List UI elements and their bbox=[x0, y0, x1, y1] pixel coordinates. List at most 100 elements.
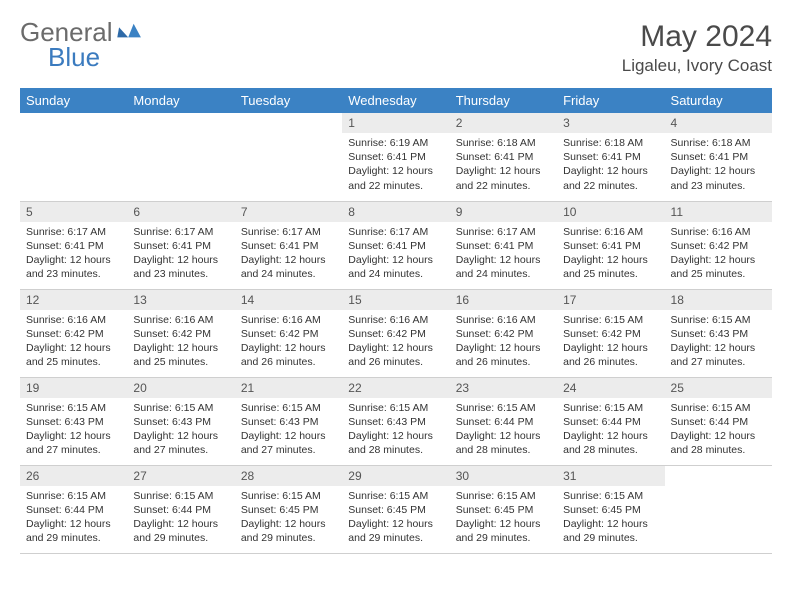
day-body: Sunrise: 6:18 AMSunset: 6:41 PMDaylight:… bbox=[665, 133, 772, 198]
sunrise-text: Sunrise: 6:18 AM bbox=[456, 136, 551, 150]
daylight-text: Daylight: 12 hours and 27 minutes. bbox=[26, 429, 121, 457]
day-number: 29 bbox=[342, 466, 449, 486]
calendar-day-cell bbox=[235, 113, 342, 201]
day-body: Sunrise: 6:15 AMSunset: 6:43 PMDaylight:… bbox=[665, 310, 772, 375]
day-number: 15 bbox=[342, 290, 449, 310]
sunset-text: Sunset: 6:41 PM bbox=[671, 150, 766, 164]
calendar-week-row: 26Sunrise: 6:15 AMSunset: 6:44 PMDayligh… bbox=[20, 465, 772, 553]
day-body: Sunrise: 6:19 AMSunset: 6:41 PMDaylight:… bbox=[342, 133, 449, 198]
sunrise-text: Sunrise: 6:15 AM bbox=[671, 401, 766, 415]
daylight-text: Daylight: 12 hours and 28 minutes. bbox=[456, 429, 551, 457]
sunrise-text: Sunrise: 6:15 AM bbox=[133, 401, 228, 415]
weekday-header-row: Sunday Monday Tuesday Wednesday Thursday… bbox=[20, 88, 772, 113]
sunrise-text: Sunrise: 6:18 AM bbox=[563, 136, 658, 150]
day-body: Sunrise: 6:15 AMSunset: 6:45 PMDaylight:… bbox=[557, 486, 664, 551]
sunset-text: Sunset: 6:44 PM bbox=[563, 415, 658, 429]
day-number: 5 bbox=[20, 202, 127, 222]
sunset-text: Sunset: 6:42 PM bbox=[133, 327, 228, 341]
month-title: May 2024 bbox=[622, 20, 772, 54]
sunrise-text: Sunrise: 6:16 AM bbox=[26, 313, 121, 327]
day-number: 1 bbox=[342, 113, 449, 133]
daylight-text: Daylight: 12 hours and 26 minutes. bbox=[563, 341, 658, 369]
sunset-text: Sunset: 6:41 PM bbox=[241, 239, 336, 253]
sunrise-text: Sunrise: 6:18 AM bbox=[671, 136, 766, 150]
daylight-text: Daylight: 12 hours and 22 minutes. bbox=[563, 164, 658, 192]
day-number: 23 bbox=[450, 378, 557, 398]
day-body: Sunrise: 6:16 AMSunset: 6:41 PMDaylight:… bbox=[557, 222, 664, 287]
calendar-week-row: 12Sunrise: 6:16 AMSunset: 6:42 PMDayligh… bbox=[20, 289, 772, 377]
sunset-text: Sunset: 6:45 PM bbox=[241, 503, 336, 517]
day-body: Sunrise: 6:15 AMSunset: 6:43 PMDaylight:… bbox=[235, 398, 342, 463]
day-number: 13 bbox=[127, 290, 234, 310]
location: Ligaleu, Ivory Coast bbox=[622, 56, 772, 76]
day-body: Sunrise: 6:15 AMSunset: 6:42 PMDaylight:… bbox=[557, 310, 664, 375]
sunset-text: Sunset: 6:44 PM bbox=[133, 503, 228, 517]
day-number: 4 bbox=[665, 113, 772, 133]
sunrise-text: Sunrise: 6:15 AM bbox=[26, 489, 121, 503]
day-body: Sunrise: 6:15 AMSunset: 6:43 PMDaylight:… bbox=[20, 398, 127, 463]
daylight-text: Daylight: 12 hours and 24 minutes. bbox=[456, 253, 551, 281]
sunset-text: Sunset: 6:45 PM bbox=[348, 503, 443, 517]
sunset-text: Sunset: 6:43 PM bbox=[133, 415, 228, 429]
sunrise-text: Sunrise: 6:17 AM bbox=[26, 225, 121, 239]
sunrise-text: Sunrise: 6:15 AM bbox=[133, 489, 228, 503]
sunrise-text: Sunrise: 6:17 AM bbox=[456, 225, 551, 239]
day-body: Sunrise: 6:15 AMSunset: 6:45 PMDaylight:… bbox=[235, 486, 342, 551]
sunrise-text: Sunrise: 6:15 AM bbox=[563, 401, 658, 415]
day-body: Sunrise: 6:15 AMSunset: 6:45 PMDaylight:… bbox=[450, 486, 557, 551]
calendar-day-cell: 19Sunrise: 6:15 AMSunset: 6:43 PMDayligh… bbox=[20, 377, 127, 465]
day-body: Sunrise: 6:15 AMSunset: 6:44 PMDaylight:… bbox=[127, 486, 234, 551]
calendar-day-cell: 1Sunrise: 6:19 AMSunset: 6:41 PMDaylight… bbox=[342, 113, 449, 201]
logo-text-blue: Blue bbox=[48, 42, 100, 72]
day-number: 14 bbox=[235, 290, 342, 310]
weekday-header: Wednesday bbox=[342, 88, 449, 113]
sunset-text: Sunset: 6:41 PM bbox=[563, 150, 658, 164]
sunrise-text: Sunrise: 6:15 AM bbox=[456, 401, 551, 415]
weekday-header: Monday bbox=[127, 88, 234, 113]
day-body: Sunrise: 6:18 AMSunset: 6:41 PMDaylight:… bbox=[450, 133, 557, 198]
sunset-text: Sunset: 6:42 PM bbox=[348, 327, 443, 341]
weekday-header: Saturday bbox=[665, 88, 772, 113]
weekday-header: Thursday bbox=[450, 88, 557, 113]
day-body: Sunrise: 6:15 AMSunset: 6:45 PMDaylight:… bbox=[342, 486, 449, 551]
sunrise-text: Sunrise: 6:15 AM bbox=[563, 489, 658, 503]
calendar-day-cell bbox=[127, 113, 234, 201]
calendar-day-cell: 30Sunrise: 6:15 AMSunset: 6:45 PMDayligh… bbox=[450, 465, 557, 553]
day-body: Sunrise: 6:16 AMSunset: 6:42 PMDaylight:… bbox=[450, 310, 557, 375]
day-number: 30 bbox=[450, 466, 557, 486]
daylight-text: Daylight: 12 hours and 23 minutes. bbox=[671, 164, 766, 192]
calendar-day-cell: 11Sunrise: 6:16 AMSunset: 6:42 PMDayligh… bbox=[665, 201, 772, 289]
sunrise-text: Sunrise: 6:16 AM bbox=[456, 313, 551, 327]
day-number: 17 bbox=[557, 290, 664, 310]
sunset-text: Sunset: 6:43 PM bbox=[241, 415, 336, 429]
calendar-day-cell: 3Sunrise: 6:18 AMSunset: 6:41 PMDaylight… bbox=[557, 113, 664, 201]
daylight-text: Daylight: 12 hours and 23 minutes. bbox=[133, 253, 228, 281]
daylight-text: Daylight: 12 hours and 28 minutes. bbox=[348, 429, 443, 457]
calendar-day-cell: 12Sunrise: 6:16 AMSunset: 6:42 PMDayligh… bbox=[20, 289, 127, 377]
sunset-text: Sunset: 6:41 PM bbox=[133, 239, 228, 253]
day-number: 25 bbox=[665, 378, 772, 398]
day-body: Sunrise: 6:16 AMSunset: 6:42 PMDaylight:… bbox=[665, 222, 772, 287]
day-number: 12 bbox=[20, 290, 127, 310]
day-number: 19 bbox=[20, 378, 127, 398]
day-number: 8 bbox=[342, 202, 449, 222]
daylight-text: Daylight: 12 hours and 28 minutes. bbox=[563, 429, 658, 457]
sunset-text: Sunset: 6:42 PM bbox=[671, 239, 766, 253]
calendar-day-cell: 10Sunrise: 6:16 AMSunset: 6:41 PMDayligh… bbox=[557, 201, 664, 289]
day-body: Sunrise: 6:15 AMSunset: 6:43 PMDaylight:… bbox=[342, 398, 449, 463]
daylight-text: Daylight: 12 hours and 29 minutes. bbox=[348, 517, 443, 545]
daylight-text: Daylight: 12 hours and 26 minutes. bbox=[241, 341, 336, 369]
sunset-text: Sunset: 6:45 PM bbox=[456, 503, 551, 517]
daylight-text: Daylight: 12 hours and 26 minutes. bbox=[348, 341, 443, 369]
weekday-header: Friday bbox=[557, 88, 664, 113]
sunset-text: Sunset: 6:42 PM bbox=[456, 327, 551, 341]
day-number: 31 bbox=[557, 466, 664, 486]
calendar-day-cell: 24Sunrise: 6:15 AMSunset: 6:44 PMDayligh… bbox=[557, 377, 664, 465]
calendar-day-cell: 9Sunrise: 6:17 AMSunset: 6:41 PMDaylight… bbox=[450, 201, 557, 289]
calendar-table: Sunday Monday Tuesday Wednesday Thursday… bbox=[20, 88, 772, 554]
sunset-text: Sunset: 6:42 PM bbox=[241, 327, 336, 341]
daylight-text: Daylight: 12 hours and 26 minutes. bbox=[456, 341, 551, 369]
day-number bbox=[20, 113, 127, 133]
day-body: Sunrise: 6:17 AMSunset: 6:41 PMDaylight:… bbox=[235, 222, 342, 287]
sunset-text: Sunset: 6:44 PM bbox=[456, 415, 551, 429]
